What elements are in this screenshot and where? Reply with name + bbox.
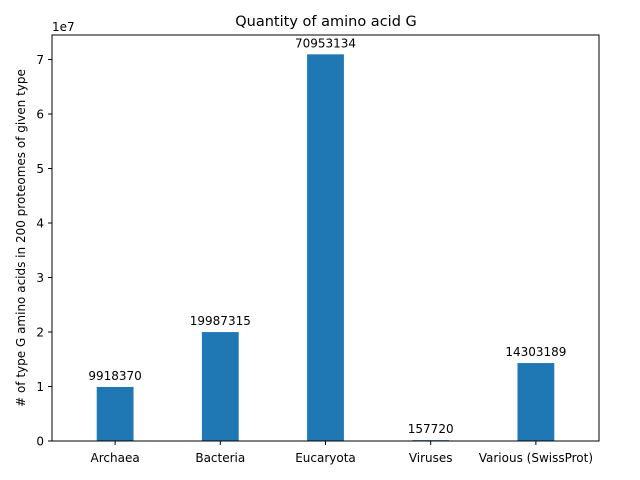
y-tick-label: 3 xyxy=(36,271,44,285)
bar-value-label: 70953134 xyxy=(295,36,356,50)
x-tick-label: Eucaryota xyxy=(295,451,356,465)
y-tick-label: 4 xyxy=(36,217,44,231)
x-tick-label: Archaea xyxy=(91,451,140,465)
bar-value-label: 9918370 xyxy=(88,369,141,383)
y-axis-label: # of type G amino acids in 200 proteomes… xyxy=(14,69,28,407)
y-axis-offset-label: 1e7 xyxy=(52,20,75,34)
chart-title: Quantity of amino acid G xyxy=(235,14,417,30)
y-tick-label: 2 xyxy=(36,326,44,340)
x-tick-label: Viruses xyxy=(409,451,453,465)
bar-archaea xyxy=(96,386,134,441)
x-tick-label: Various (SwissProt) xyxy=(479,451,593,465)
y-tick-label: 5 xyxy=(36,162,44,176)
y-tick-label: 7 xyxy=(36,53,44,67)
bar-eucaryota xyxy=(307,54,344,442)
value-labels-group: 9918370 19987315 70953134 157720 14303189 xyxy=(88,36,566,436)
plot-frame xyxy=(51,34,600,442)
x-axis: Archaea Bacteria Eucaryota Viruses Various (… xyxy=(91,441,593,465)
bar-value-label: 157720 xyxy=(408,422,454,436)
bar-bacteria xyxy=(201,332,239,441)
y-axis: 0 1 2 3 4 5 6 7 xyxy=(36,53,52,449)
y-tick-label: 0 xyxy=(36,435,44,449)
bars-group xyxy=(96,54,555,442)
x-tick-label: Bacteria xyxy=(195,451,245,465)
y-tick-label: 6 xyxy=(36,108,44,122)
y-tick-label: 1 xyxy=(36,380,44,394)
bar-value-label: 19987315 xyxy=(190,314,251,328)
bar-various-swissprot xyxy=(517,363,555,441)
bar-value-label: 14303189 xyxy=(505,345,566,359)
